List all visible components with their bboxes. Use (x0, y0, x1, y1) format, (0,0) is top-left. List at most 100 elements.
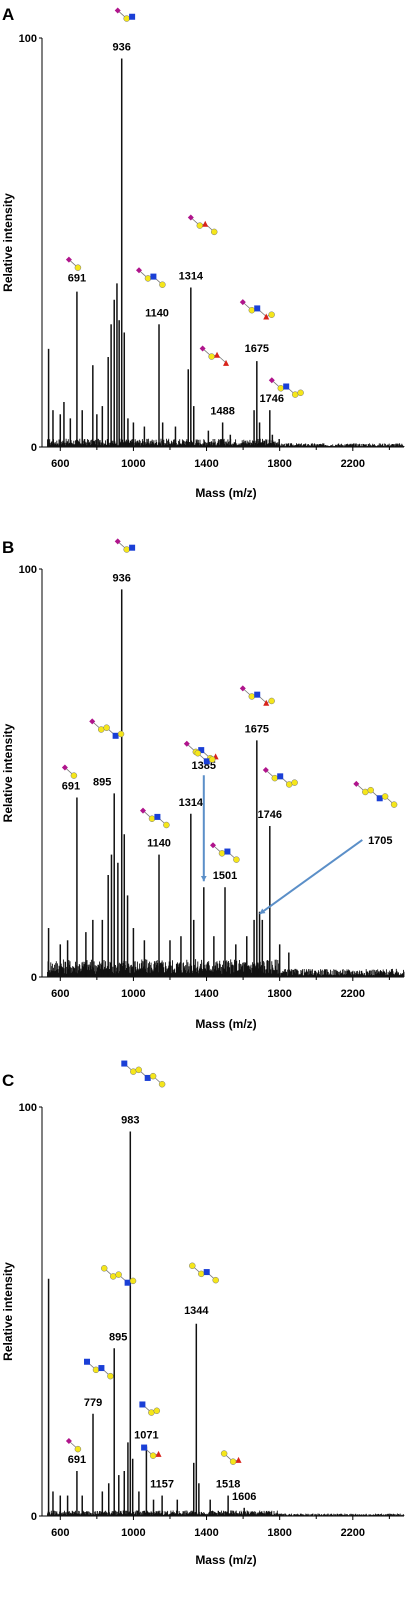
glcnac-icon (121, 1060, 128, 1067)
x-tick-label: 1000 (121, 988, 145, 1000)
peak-label: 1314 (179, 270, 204, 282)
galactose-icon (115, 1271, 122, 1278)
galactose-icon (229, 1458, 237, 1465)
y-tick-label: 0 (31, 1511, 37, 1523)
glycan-structure-icon (220, 1450, 242, 1465)
galactose-icon (135, 1066, 142, 1074)
glycan-structure-icon (210, 842, 240, 863)
glcnac-icon (112, 732, 119, 739)
x-axis-title: Mass (m/z) (195, 486, 256, 500)
glycan-structure-icon (114, 7, 136, 22)
peak-label: 936 (113, 41, 131, 53)
peak-label: 691 (68, 1454, 86, 1466)
glcnac-icon (203, 758, 210, 765)
fucose-icon (202, 220, 209, 227)
glycan-structure-icon (89, 718, 125, 739)
neuac-icon (268, 377, 275, 384)
x-tick-label: 1800 (267, 988, 291, 1000)
galactose-icon (212, 1276, 219, 1284)
galactose-icon (194, 749, 202, 757)
y-tick-label: 100 (19, 33, 37, 45)
y-axis-title: Relative intensity (1, 723, 15, 822)
galactose-icon (74, 1445, 82, 1453)
glcnac-icon (124, 1279, 131, 1286)
y-tick-label: 0 (31, 972, 37, 984)
glcnac-icon (144, 1074, 151, 1081)
galactose-icon (208, 756, 216, 763)
peak-label: 895 (93, 776, 111, 788)
peak-label: 779 (84, 1397, 102, 1409)
glcnac-icon (254, 691, 261, 698)
x-tick-label: 2200 (341, 1527, 365, 1539)
glycan-structure-icon (262, 767, 298, 788)
fucose-icon (235, 1456, 242, 1463)
glycan-structure-icon (61, 764, 78, 779)
neuac-icon (140, 807, 147, 814)
galactose-icon (92, 1366, 100, 1374)
peak-label: 1746 (258, 809, 282, 821)
glycan-structure-icon (136, 267, 166, 288)
spectrum-panel-c: C 0 100 600 1000 1400 1800 2200 Mass (m/z) Relati… (1, 1060, 405, 1567)
x-tick-label: 600 (51, 1527, 69, 1539)
galactose-icon (123, 546, 130, 553)
glycan-structure-icon (65, 256, 82, 271)
glycan-structure-icon (189, 1262, 219, 1284)
glcnac-icon (254, 305, 261, 312)
panel-letter: A (2, 5, 14, 24)
galactose-icon (268, 311, 275, 318)
glycan-structure-icon (121, 1060, 166, 1088)
galactose-icon (70, 772, 78, 779)
glycan-structure-icon (187, 214, 218, 236)
glycan-structure-icon (199, 345, 230, 366)
neuac-icon (199, 345, 206, 352)
peak-label: 1071 (134, 1429, 158, 1441)
glycan-structure-icon (139, 1401, 161, 1416)
galactose-icon (248, 693, 256, 700)
galactose-icon (107, 1372, 114, 1380)
glycan-structure-icon (194, 749, 216, 765)
galactose-icon (117, 730, 125, 738)
galactose-icon (148, 815, 156, 822)
spectrum-noise (47, 959, 405, 977)
peak-label: 1488 (210, 405, 234, 417)
neuac-icon (136, 267, 143, 274)
peak-label: 1746 (260, 393, 284, 405)
glycan-structure-icon (114, 538, 136, 553)
glycan-structure-icon (353, 780, 398, 808)
x-tick-label: 1400 (194, 1527, 218, 1539)
glcnac-icon (98, 1365, 105, 1372)
y-axis-title: Relative intensity (1, 1262, 15, 1361)
galactose-icon (159, 281, 166, 288)
neuac-icon (65, 1438, 72, 1445)
galactose-icon (271, 774, 279, 782)
peak-label: 1157 (150, 1479, 174, 1491)
panel-letter: B (2, 538, 14, 557)
glycan-structure-icon (65, 1438, 82, 1453)
galactose-icon (100, 1265, 108, 1272)
fucose-icon (223, 359, 230, 366)
neuac-icon (239, 685, 246, 692)
galactose-icon (291, 391, 299, 398)
peak-label: 1705 (368, 835, 392, 847)
neuac-icon (183, 740, 190, 747)
galactose-icon (220, 1450, 228, 1457)
x-axis-title: Mass (m/z) (195, 1017, 256, 1031)
peak-label: 1518 (216, 1479, 240, 1491)
galactose-icon (144, 275, 152, 282)
galactose-icon (233, 856, 240, 863)
x-tick-label: 1000 (121, 458, 145, 470)
glycan-structure-icon (268, 377, 304, 398)
peak-label: 1675 (245, 723, 269, 735)
x-tick-label: 1800 (267, 458, 291, 470)
peak-label: 1675 (245, 343, 269, 355)
galactose-icon (158, 1080, 166, 1088)
galactose-icon (297, 389, 304, 397)
galactose-icon (218, 850, 226, 857)
arrow-head-icon (200, 875, 207, 882)
galactose-icon (148, 1409, 155, 1416)
glcnac-icon (129, 13, 136, 20)
galactose-icon (362, 788, 369, 796)
glcnac-icon (203, 1269, 210, 1276)
galactose-icon (109, 1273, 117, 1280)
